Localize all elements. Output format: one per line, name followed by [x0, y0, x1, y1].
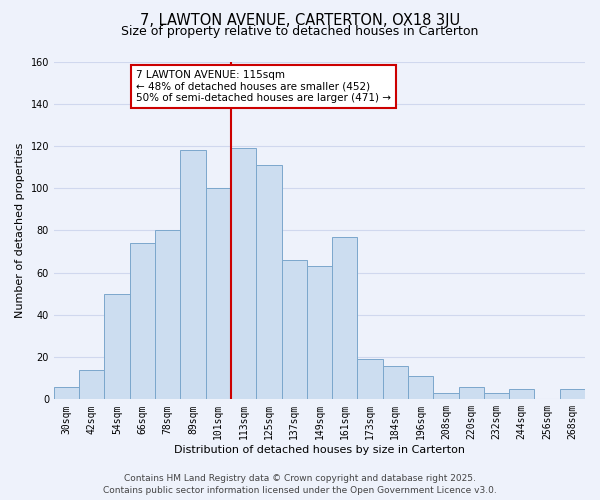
Text: Size of property relative to detached houses in Carterton: Size of property relative to detached ho… — [121, 25, 479, 38]
Bar — [256, 165, 281, 400]
Bar — [332, 237, 358, 400]
Bar — [433, 393, 458, 400]
Bar — [155, 230, 181, 400]
Text: Contains HM Land Registry data © Crown copyright and database right 2025.
Contai: Contains HM Land Registry data © Crown c… — [103, 474, 497, 495]
X-axis label: Distribution of detached houses by size in Carterton: Distribution of detached houses by size … — [174, 445, 465, 455]
Bar — [130, 243, 155, 400]
Text: 7, LAWTON AVENUE, CARTERTON, OX18 3JU: 7, LAWTON AVENUE, CARTERTON, OX18 3JU — [140, 12, 460, 28]
Bar — [281, 260, 307, 400]
Bar — [358, 359, 383, 400]
Bar — [458, 386, 484, 400]
Bar — [181, 150, 206, 400]
Bar — [383, 366, 408, 400]
Bar — [104, 294, 130, 400]
Bar — [54, 386, 79, 400]
Bar — [206, 188, 231, 400]
Bar — [484, 393, 509, 400]
Text: 7 LAWTON AVENUE: 115sqm
← 48% of detached houses are smaller (452)
50% of semi-d: 7 LAWTON AVENUE: 115sqm ← 48% of detache… — [136, 70, 391, 103]
Bar — [307, 266, 332, 400]
Bar — [231, 148, 256, 400]
Bar — [509, 389, 535, 400]
Bar — [408, 376, 433, 400]
Bar — [560, 389, 585, 400]
Y-axis label: Number of detached properties: Number of detached properties — [15, 142, 25, 318]
Bar — [79, 370, 104, 400]
